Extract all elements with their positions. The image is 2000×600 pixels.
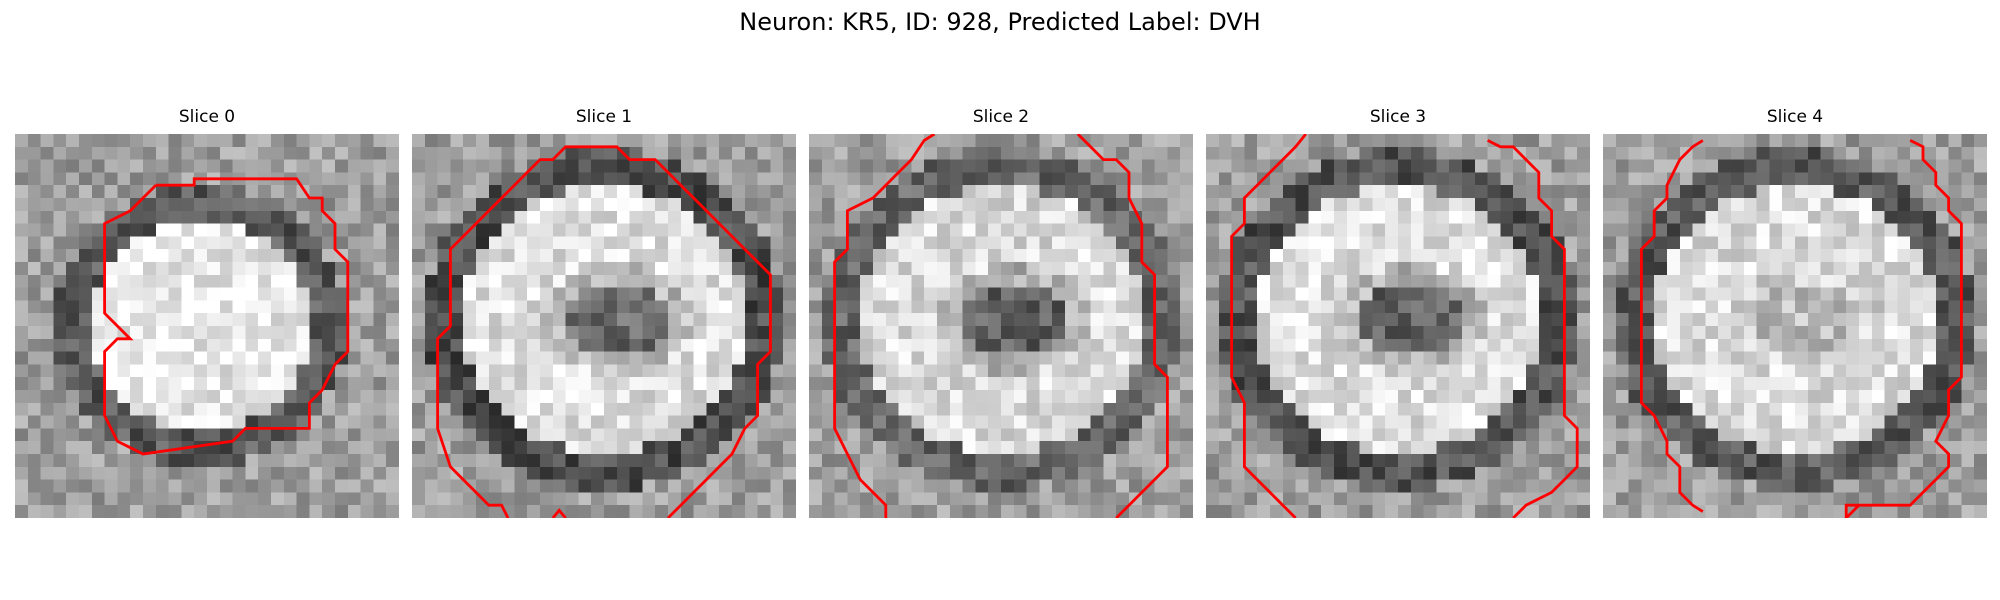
slice-image-0: [15, 134, 399, 518]
roi-contour: [551, 508, 567, 518]
roi-contour: [1844, 139, 1963, 518]
roi-contour: [1639, 139, 1704, 513]
slice-image-4: [1603, 134, 1987, 518]
roi-contour: [103, 177, 350, 456]
slice-title: Slice 2: [972, 107, 1030, 127]
roi-contour: [1486, 139, 1579, 518]
roi-contour: [833, 134, 936, 518]
slice-title: Slice 1: [575, 107, 633, 127]
roi-contour: [436, 209, 510, 518]
slice-title: Slice 4: [1766, 107, 1824, 127]
slice-image-3: [1206, 134, 1590, 518]
slice-title: Slice 0: [178, 107, 236, 127]
slice-image-2: [809, 134, 1193, 518]
figure-title: Neuron: KR5, ID: 928, Predicted Label: D…: [739, 8, 1261, 36]
roi-contour: [1076, 134, 1169, 518]
slice-title: Slice 3: [1369, 107, 1427, 127]
roi-contour: [1230, 134, 1307, 518]
slice-image-1: [412, 134, 796, 518]
roi-contour: [487, 145, 772, 518]
